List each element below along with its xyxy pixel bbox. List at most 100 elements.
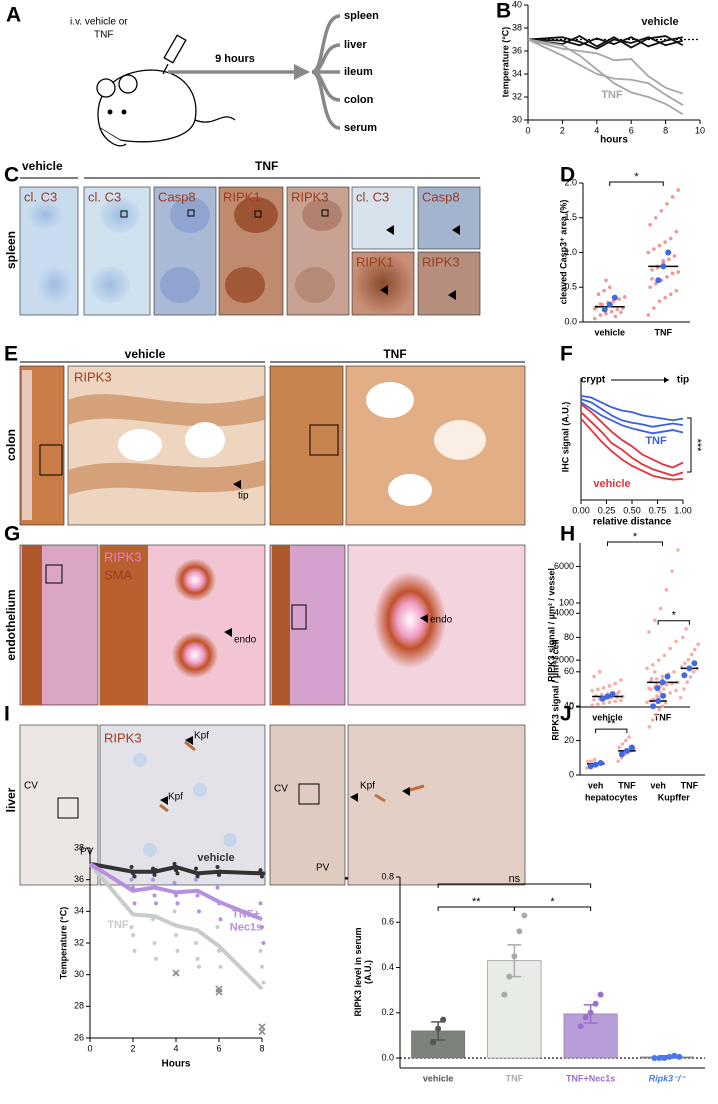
x-tick-label: TNF <box>618 780 636 790</box>
data-point <box>676 188 681 192</box>
data-point <box>152 872 157 877</box>
data-point <box>685 680 689 684</box>
panel-letter: B <box>496 0 511 23</box>
data-point <box>435 1025 442 1032</box>
annotation: endo <box>430 615 453 626</box>
x-tick-label: TNF <box>681 780 699 790</box>
mouse-mean <box>664 673 671 680</box>
data-point <box>676 548 680 552</box>
annotation: CV <box>274 784 288 795</box>
data-point <box>663 295 667 300</box>
data-point <box>696 642 700 647</box>
data-point <box>653 215 658 220</box>
significance-label: ** <box>607 718 616 730</box>
data-point <box>154 901 158 906</box>
data-point <box>681 635 685 640</box>
mouse-mean <box>650 703 657 710</box>
stain-label: RIPK3 <box>104 730 142 745</box>
line <box>527 38 684 106</box>
data-point <box>647 630 651 634</box>
significance-bracket <box>607 541 663 547</box>
data-point <box>218 917 223 922</box>
x-tick-label: vehicle <box>592 712 623 722</box>
x-tick-label: 0 <box>525 125 530 135</box>
data-point <box>601 701 606 706</box>
data-point <box>152 893 157 898</box>
mouse-mean <box>587 763 594 770</box>
group-header: TNF <box>383 347 406 361</box>
y-axis-label: IHC signal (A.U.) <box>560 402 570 473</box>
data-point <box>650 718 655 722</box>
line <box>89 861 263 876</box>
stain-label: RIPK1 <box>356 254 394 269</box>
mouse-mean <box>601 306 608 313</box>
data-point <box>648 222 652 227</box>
death-marker <box>258 1028 266 1036</box>
mouse-mean <box>655 698 662 705</box>
data-point <box>623 738 628 743</box>
data-point <box>609 309 614 314</box>
data-point <box>660 674 665 679</box>
data-point <box>218 964 223 969</box>
x-tick-label: veh <box>650 780 666 790</box>
y-tick-label: 40 <box>512 0 522 9</box>
data-point <box>668 292 673 297</box>
data-point <box>607 285 612 290</box>
data-point <box>175 871 180 876</box>
data-point <box>657 243 662 248</box>
line <box>88 862 264 991</box>
data-point <box>650 268 654 272</box>
data-point <box>194 866 198 871</box>
y-tick-label: 0 <box>569 701 574 711</box>
significance-label: * <box>550 896 555 908</box>
x-axis-label: hours <box>600 135 628 146</box>
data-point <box>195 874 200 879</box>
y-tick-label: 4000 <box>554 608 574 618</box>
data-point <box>261 871 266 876</box>
data-point <box>172 909 177 914</box>
y-tick-label: 36 <box>512 45 522 55</box>
line <box>88 862 263 922</box>
duration-label: 9 hours <box>215 53 255 65</box>
data-point <box>619 310 623 315</box>
y-tick-label: 38 <box>74 842 84 852</box>
data-point <box>613 681 617 686</box>
group-label: hepatocytes <box>585 792 638 802</box>
data-point <box>659 209 664 213</box>
data-point <box>688 675 693 679</box>
data-point <box>258 948 263 953</box>
data-point <box>261 980 266 985</box>
data-point <box>674 639 678 644</box>
data-point <box>655 694 659 698</box>
data-point <box>151 866 155 871</box>
stain-label: RIPK1 <box>223 189 261 204</box>
data-point <box>598 670 602 674</box>
x-tick-label: 2 <box>130 1043 135 1053</box>
data-point <box>587 1009 594 1016</box>
data-point <box>668 646 672 651</box>
data-point <box>215 865 220 869</box>
data-point <box>662 653 667 658</box>
data-point <box>654 713 658 717</box>
data-point <box>501 991 508 998</box>
data-point <box>592 1000 599 1007</box>
data-point <box>658 690 663 695</box>
data-point <box>649 687 653 692</box>
data-point <box>152 941 157 945</box>
data-point <box>645 700 649 705</box>
data-point <box>665 202 669 206</box>
annotation: PV <box>316 863 330 874</box>
y-tick-label: 0.4 <box>381 962 394 972</box>
data-point <box>217 872 221 877</box>
data-point <box>596 687 600 691</box>
data-point <box>172 861 177 866</box>
stain-label: cl. C3 <box>356 189 389 204</box>
group-header: TNF <box>255 159 278 173</box>
mouse-mean <box>628 744 635 751</box>
data-point <box>678 695 683 700</box>
y-tick-label: 0.0 <box>564 316 577 326</box>
death-marker <box>172 969 180 977</box>
data-point <box>607 684 612 688</box>
organ-label: ileum <box>344 66 373 78</box>
x-axis-label: relative distance <box>593 517 672 528</box>
